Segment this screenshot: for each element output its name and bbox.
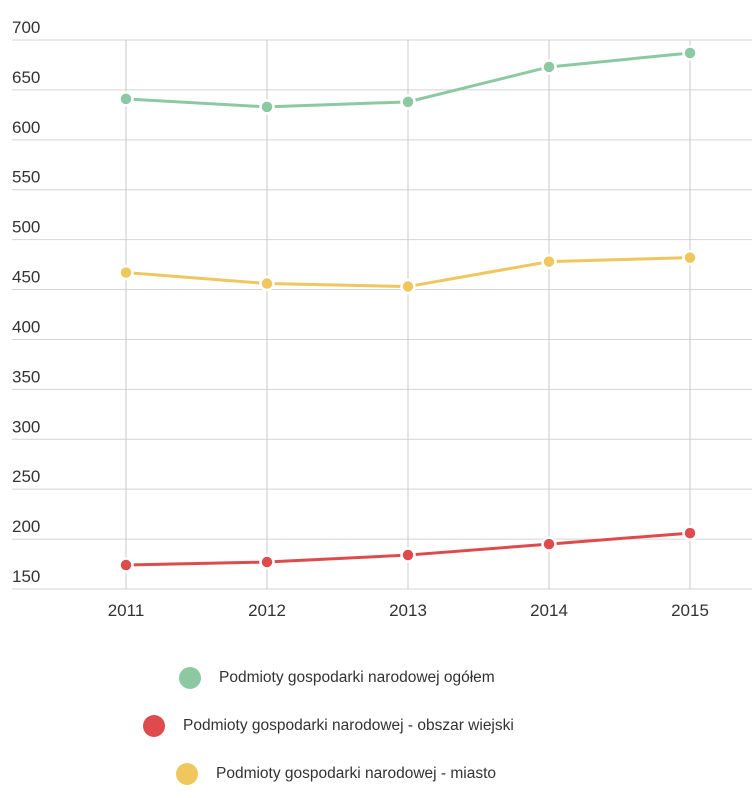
- y-tick-label: 650: [12, 68, 40, 87]
- data-point[interactable]: [400, 547, 416, 563]
- data-point[interactable]: [541, 59, 557, 75]
- x-tick-label: 2012: [248, 601, 286, 620]
- legend-swatch: [143, 715, 165, 737]
- series-group: [118, 45, 698, 573]
- y-tick-label: 200: [12, 517, 40, 536]
- data-point[interactable]: [259, 275, 275, 292]
- y-tick-label: 300: [12, 417, 40, 436]
- legend-label: Podmioty gospodarki narodowej - miasto: [216, 765, 496, 782]
- legend-item-obszar-wiejski[interactable]: Podmioty gospodarki narodowej - obszar w…: [0, 702, 752, 750]
- data-point[interactable]: [541, 536, 557, 552]
- y-tick-label: 350: [12, 367, 40, 386]
- legend-item-miasto[interactable]: Podmioty gospodarki narodowej - miasto: [0, 750, 752, 798]
- data-point[interactable]: [259, 554, 275, 570]
- y-axis: 150 200 250 300 350 400 450 500 550 600 650 700: [12, 18, 40, 586]
- data-point[interactable]: [541, 253, 557, 270]
- y-tick-label: 450: [12, 268, 40, 287]
- x-tick-label: 2013: [389, 601, 427, 620]
- data-point[interactable]: [682, 249, 698, 266]
- legend-label: Podmioty gospodarki narodowej ogółem: [219, 669, 495, 686]
- data-point[interactable]: [118, 91, 134, 107]
- x-axis: 2011 2012 2013 2014 2015: [108, 601, 709, 620]
- legend-label: Podmioty gospodarki narodowej - obszar w…: [183, 717, 514, 734]
- x-tick-label: 2015: [671, 601, 709, 620]
- data-point[interactable]: [400, 94, 416, 110]
- legend-item-ogolem[interactable]: Podmioty gospodarki narodowej ogółem: [0, 654, 752, 702]
- x-tick-label: 2011: [108, 601, 145, 620]
- data-point[interactable]: [682, 45, 698, 61]
- y-tick-label: 150: [12, 567, 40, 586]
- y-tick-label: 550: [12, 168, 40, 187]
- y-tick-label: 700: [12, 18, 40, 37]
- data-point[interactable]: [118, 557, 134, 573]
- y-tick-label: 600: [12, 118, 40, 137]
- data-point[interactable]: [400, 278, 416, 295]
- y-tick-label: 400: [12, 317, 40, 336]
- data-point[interactable]: [259, 99, 275, 115]
- data-point[interactable]: [118, 264, 134, 281]
- y-tick-label: 250: [12, 467, 40, 486]
- data-point[interactable]: [682, 525, 698, 541]
- y-tick-label: 500: [12, 218, 40, 237]
- grid: [12, 39, 752, 590]
- line-chart: 150 200 250 300 350 400 450 500 550 600 650 700 201…: [12, 18, 752, 620]
- legend-swatch: [176, 763, 198, 785]
- legend: Podmioty gospodarki narodowej ogółem Pod…: [0, 654, 752, 798]
- legend-swatch: [179, 667, 201, 689]
- x-tick-label: 2014: [530, 601, 568, 620]
